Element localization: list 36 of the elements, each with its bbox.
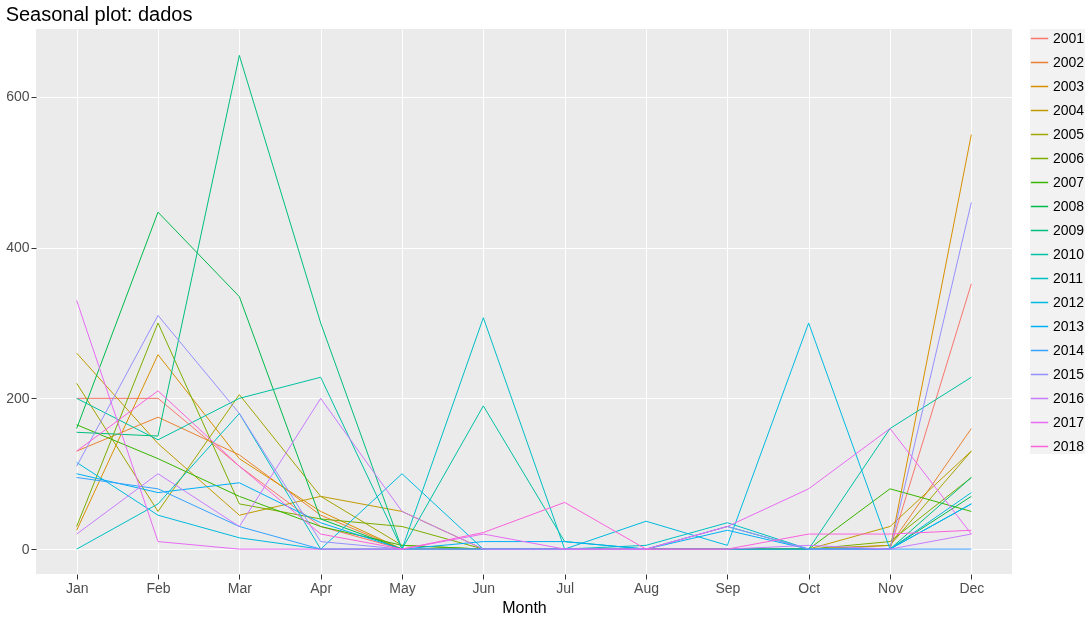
x-tick-label: Jun [472, 579, 496, 596]
x-tick-label: Aug [634, 579, 659, 596]
legend-label: 2014 [1053, 341, 1085, 358]
legend-label: 2017 [1053, 413, 1085, 430]
legend-label: 2010 [1053, 245, 1085, 262]
x-tick-label: Nov [878, 579, 903, 596]
legend-label: 2007 [1053, 173, 1085, 190]
legend-label: 2005 [1053, 125, 1085, 142]
x-tick-label: May [389, 579, 416, 596]
y-tick-label: 400 [6, 239, 30, 256]
y-tick-label: 0 [21, 540, 30, 557]
legend-label: 2006 [1053, 149, 1085, 166]
legend-label: 2002 [1053, 53, 1085, 70]
x-tick-label: Feb [146, 579, 171, 596]
legend-label: 2011 [1053, 269, 1084, 286]
legend-label: 2004 [1053, 101, 1085, 118]
x-tick-label: Oct [798, 579, 821, 596]
legend-label: 2016 [1053, 389, 1085, 406]
x-tick-label: Apr [310, 579, 333, 596]
legend-label: 2013 [1053, 317, 1085, 334]
y-tick-label: 200 [6, 389, 30, 406]
x-tick-label: Jul [556, 579, 575, 596]
chart-title: Seasonal plot: dados [5, 3, 193, 25]
legend-label: 2003 [1053, 77, 1085, 94]
legend-label: 2008 [1053, 197, 1085, 214]
y-tick-label: 600 [6, 88, 30, 105]
legend-label: 2018 [1053, 437, 1085, 454]
x-axis-title: Month [502, 598, 547, 616]
x-tick-label: Dec [959, 579, 985, 596]
x-tick-label: Sep [715, 579, 741, 596]
legend-label: 2012 [1053, 293, 1085, 310]
legend-label: 2009 [1053, 221, 1085, 238]
legend-label: 2001 [1053, 29, 1085, 46]
legend-label: 2015 [1053, 365, 1085, 382]
x-tick-label: Mar [227, 579, 253, 596]
x-tick-label: Jan [65, 579, 89, 596]
